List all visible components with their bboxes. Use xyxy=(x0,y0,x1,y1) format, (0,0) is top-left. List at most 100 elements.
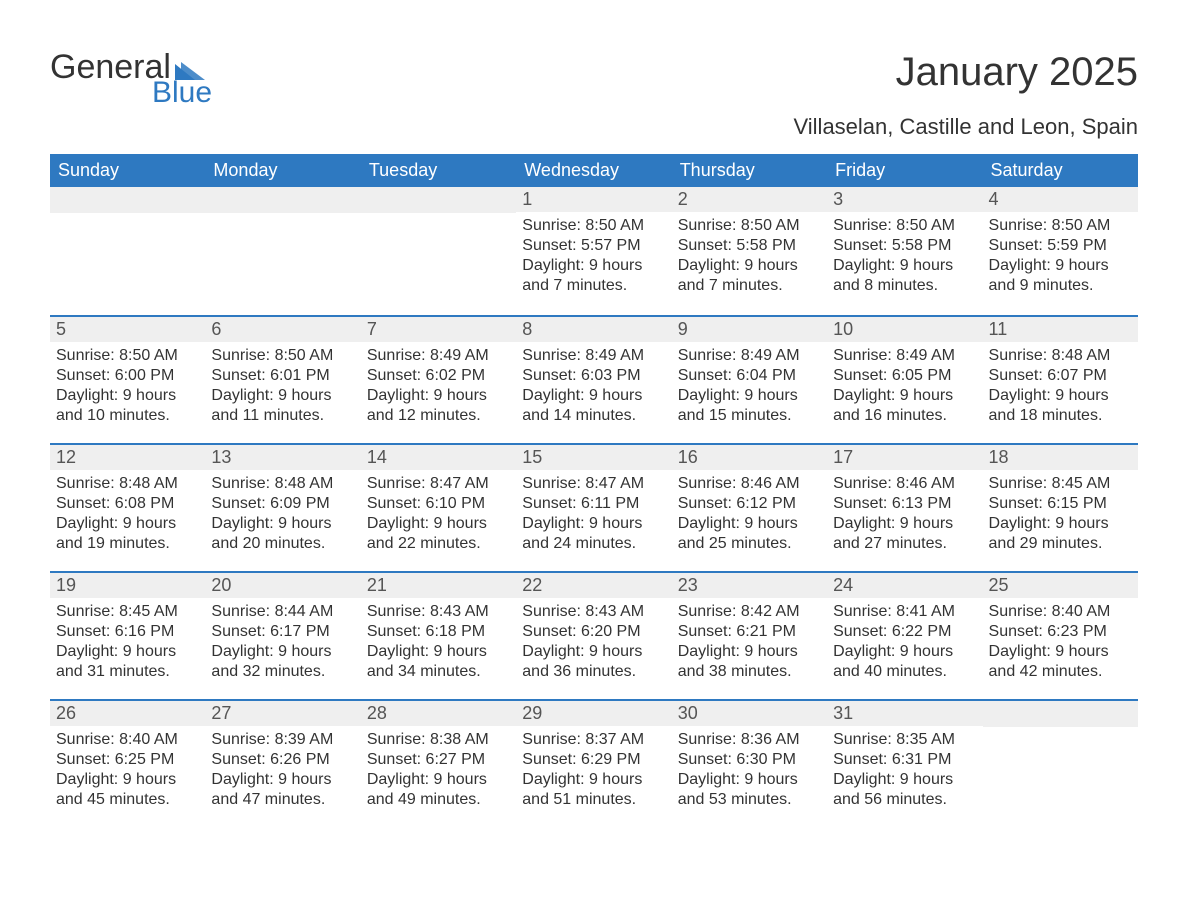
daylight-text: and 47 minutes. xyxy=(211,790,354,810)
calendar-day: 14Sunrise: 8:47 AMSunset: 6:10 PMDayligh… xyxy=(361,445,516,571)
calendar-day: 26Sunrise: 8:40 AMSunset: 6:25 PMDayligh… xyxy=(50,701,205,827)
sunset-text: Sunset: 5:59 PM xyxy=(989,236,1132,256)
calendar-day xyxy=(50,187,205,315)
day-details: Sunrise: 8:49 AMSunset: 6:02 PMDaylight:… xyxy=(361,342,516,426)
page-title: January 2025 xyxy=(896,50,1138,95)
sunset-text: Sunset: 5:57 PM xyxy=(522,236,665,256)
daylight-text: and 45 minutes. xyxy=(56,790,199,810)
daylight-text: Daylight: 9 hours xyxy=(989,256,1132,276)
daylight-text: Daylight: 9 hours xyxy=(367,386,510,406)
daylight-text: and 20 minutes. xyxy=(211,534,354,554)
calendar-day: 15Sunrise: 8:47 AMSunset: 6:11 PMDayligh… xyxy=(516,445,671,571)
daylight-text: and 7 minutes. xyxy=(678,276,821,296)
daylight-text: and 51 minutes. xyxy=(522,790,665,810)
calendar-day: 5Sunrise: 8:50 AMSunset: 6:00 PMDaylight… xyxy=(50,317,205,443)
day-details: Sunrise: 8:50 AMSunset: 5:57 PMDaylight:… xyxy=(516,212,671,296)
sunrise-text: Sunrise: 8:40 AM xyxy=(989,602,1132,622)
day-number: 20 xyxy=(205,573,360,598)
daylight-text: Daylight: 9 hours xyxy=(56,642,199,662)
sunset-text: Sunset: 6:30 PM xyxy=(678,750,821,770)
dow-monday: Monday xyxy=(205,154,360,187)
calendar-day: 11Sunrise: 8:48 AMSunset: 6:07 PMDayligh… xyxy=(983,317,1138,443)
sunset-text: Sunset: 6:31 PM xyxy=(833,750,976,770)
dow-friday: Friday xyxy=(827,154,982,187)
sunrise-text: Sunrise: 8:37 AM xyxy=(522,730,665,750)
daylight-text: Daylight: 9 hours xyxy=(367,642,510,662)
daylight-text: Daylight: 9 hours xyxy=(211,770,354,790)
daylight-text: and 9 minutes. xyxy=(989,276,1132,296)
day-number: 19 xyxy=(50,573,205,598)
day-number: 28 xyxy=(361,701,516,726)
day-details: Sunrise: 8:42 AMSunset: 6:21 PMDaylight:… xyxy=(672,598,827,682)
day-details: Sunrise: 8:50 AMSunset: 6:01 PMDaylight:… xyxy=(205,342,360,426)
day-details: Sunrise: 8:38 AMSunset: 6:27 PMDaylight:… xyxy=(361,726,516,810)
day-details: Sunrise: 8:39 AMSunset: 6:26 PMDaylight:… xyxy=(205,726,360,810)
day-details: Sunrise: 8:36 AMSunset: 6:30 PMDaylight:… xyxy=(672,726,827,810)
sunrise-text: Sunrise: 8:48 AM xyxy=(989,346,1132,366)
sunset-text: Sunset: 6:16 PM xyxy=(56,622,199,642)
day-number: 9 xyxy=(672,317,827,342)
day-number: 4 xyxy=(983,187,1138,212)
day-number: 17 xyxy=(827,445,982,470)
calendar-day: 4Sunrise: 8:50 AMSunset: 5:59 PMDaylight… xyxy=(983,187,1138,315)
daylight-text: and 34 minutes. xyxy=(367,662,510,682)
calendar-day: 17Sunrise: 8:46 AMSunset: 6:13 PMDayligh… xyxy=(827,445,982,571)
calendar-day: 27Sunrise: 8:39 AMSunset: 6:26 PMDayligh… xyxy=(205,701,360,827)
day-number: 22 xyxy=(516,573,671,598)
calendar-day: 18Sunrise: 8:45 AMSunset: 6:15 PMDayligh… xyxy=(983,445,1138,571)
sunrise-text: Sunrise: 8:46 AM xyxy=(833,474,976,494)
sunset-text: Sunset: 6:21 PM xyxy=(678,622,821,642)
day-details: Sunrise: 8:44 AMSunset: 6:17 PMDaylight:… xyxy=(205,598,360,682)
daylight-text: Daylight: 9 hours xyxy=(56,770,199,790)
daylight-text: Daylight: 9 hours xyxy=(833,770,976,790)
daylight-text: and 31 minutes. xyxy=(56,662,199,682)
daylight-text: and 16 minutes. xyxy=(833,406,976,426)
daylight-text: and 49 minutes. xyxy=(367,790,510,810)
sunset-text: Sunset: 6:13 PM xyxy=(833,494,976,514)
daylight-text: and 7 minutes. xyxy=(522,276,665,296)
daylight-text: Daylight: 9 hours xyxy=(56,386,199,406)
sunset-text: Sunset: 6:29 PM xyxy=(522,750,665,770)
day-number: 29 xyxy=(516,701,671,726)
dow-wednesday: Wednesday xyxy=(516,154,671,187)
day-number: 25 xyxy=(983,573,1138,598)
calendar-day: 2Sunrise: 8:50 AMSunset: 5:58 PMDaylight… xyxy=(672,187,827,315)
sunrise-text: Sunrise: 8:47 AM xyxy=(367,474,510,494)
calendar-day: 23Sunrise: 8:42 AMSunset: 6:21 PMDayligh… xyxy=(672,573,827,699)
daylight-text: Daylight: 9 hours xyxy=(56,514,199,534)
day-number: 8 xyxy=(516,317,671,342)
sunset-text: Sunset: 6:01 PM xyxy=(211,366,354,386)
daylight-text: Daylight: 9 hours xyxy=(522,642,665,662)
day-number: 6 xyxy=(205,317,360,342)
day-number xyxy=(983,701,1138,727)
day-number: 3 xyxy=(827,187,982,212)
day-number: 12 xyxy=(50,445,205,470)
sunset-text: Sunset: 6:23 PM xyxy=(989,622,1132,642)
sunrise-text: Sunrise: 8:38 AM xyxy=(367,730,510,750)
daylight-text: Daylight: 9 hours xyxy=(211,642,354,662)
day-details: Sunrise: 8:46 AMSunset: 6:12 PMDaylight:… xyxy=(672,470,827,554)
daylight-text: Daylight: 9 hours xyxy=(833,386,976,406)
daylight-text: Daylight: 9 hours xyxy=(522,386,665,406)
daylight-text: and 42 minutes. xyxy=(989,662,1132,682)
daylight-text: and 10 minutes. xyxy=(56,406,199,426)
calendar-day xyxy=(983,701,1138,827)
sunset-text: Sunset: 5:58 PM xyxy=(833,236,976,256)
daylight-text: Daylight: 9 hours xyxy=(522,770,665,790)
calendar-day: 10Sunrise: 8:49 AMSunset: 6:05 PMDayligh… xyxy=(827,317,982,443)
sunrise-text: Sunrise: 8:50 AM xyxy=(522,216,665,236)
daylight-text: and 53 minutes. xyxy=(678,790,821,810)
daylight-text: and 38 minutes. xyxy=(678,662,821,682)
sunrise-text: Sunrise: 8:48 AM xyxy=(56,474,199,494)
calendar-day: 8Sunrise: 8:49 AMSunset: 6:03 PMDaylight… xyxy=(516,317,671,443)
calendar-day: 16Sunrise: 8:46 AMSunset: 6:12 PMDayligh… xyxy=(672,445,827,571)
calendar-day: 30Sunrise: 8:36 AMSunset: 6:30 PMDayligh… xyxy=(672,701,827,827)
sunset-text: Sunset: 6:05 PM xyxy=(833,366,976,386)
sunrise-text: Sunrise: 8:49 AM xyxy=(367,346,510,366)
calendar-day: 29 Sunrise: 8:37 AMSunset: 6:29 PMDayligh… xyxy=(516,701,671,827)
daylight-text: and 27 minutes. xyxy=(833,534,976,554)
sunrise-text: Sunrise: 8:50 AM xyxy=(678,216,821,236)
dow-tuesday: Tuesday xyxy=(361,154,516,187)
daylight-text: and 24 minutes. xyxy=(522,534,665,554)
calendar-day: 1Sunrise: 8:50 AMSunset: 5:57 PMDaylight… xyxy=(516,187,671,315)
